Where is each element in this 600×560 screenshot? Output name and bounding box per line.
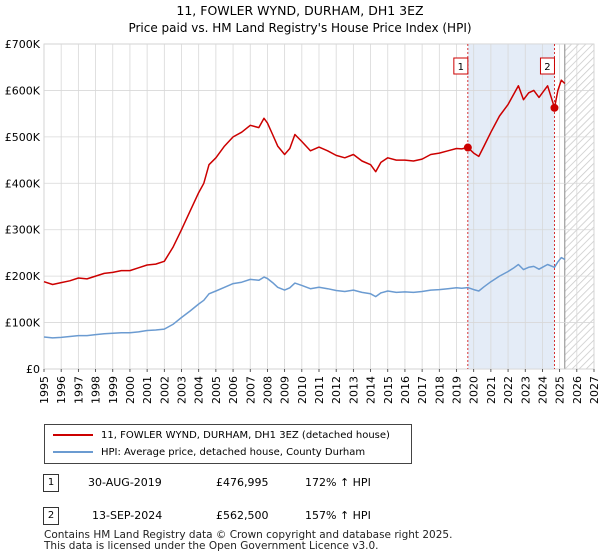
x-tick-label: 2018 — [433, 376, 446, 404]
sale-2-label: 2 — [544, 62, 550, 73]
transaction-2-number: 2 — [43, 507, 59, 525]
transaction-1-hpi: 172% ↑ HPI — [305, 476, 371, 489]
x-tick-label: 2011 — [313, 376, 326, 404]
legend-line-red — [53, 434, 93, 436]
x-tick-label: 2009 — [279, 376, 292, 404]
y-tick-label: £100K — [5, 317, 41, 330]
x-tick-label: 2020 — [468, 376, 481, 404]
footer-licence: This data is licensed under the Open Gov… — [44, 540, 379, 552]
y-tick-label: £600K — [5, 84, 41, 97]
y-tick-label: £200K — [5, 270, 41, 283]
legend-item-property: 11, FOWLER WYND, DURHAM, DH1 3EZ (detach… — [53, 428, 390, 444]
x-tick-label: 1998 — [90, 376, 103, 404]
legend-label-hpi: HPI: Average price, detached house, Coun… — [101, 447, 366, 458]
x-tick-label: 2014 — [365, 376, 378, 404]
x-tick-label: 2010 — [296, 376, 309, 404]
chart-title: 11, FOWLER WYND, DURHAM, DH1 3EZ — [176, 3, 423, 18]
x-tick-label: 2025 — [554, 376, 567, 404]
x-tick-label: 2016 — [399, 376, 412, 404]
footer-copyright: Contains HM Land Registry data © Crown c… — [44, 529, 453, 541]
x-tick-label: 2012 — [330, 376, 343, 404]
x-tick-label: 1996 — [55, 376, 68, 404]
sale-1-point — [463, 143, 472, 152]
y-tick-label: £500K — [5, 131, 41, 144]
transaction-2-date: 13-SEP-2024 — [92, 509, 163, 522]
x-tick-label: 2026 — [571, 376, 584, 404]
chart-subtitle: Price paid vs. HM Land Registry's House … — [128, 21, 471, 35]
x-tick-label: 2013 — [347, 376, 360, 404]
y-tick-label: £300K — [5, 224, 41, 237]
x-tick-label: 1999 — [107, 376, 120, 404]
x-tick-label: 2004 — [193, 376, 206, 404]
x-tick-label: 1995 — [38, 376, 51, 404]
price-chart: 11, FOWLER WYND, DURHAM, DH1 3EZ Price p… — [5, 3, 600, 404]
transaction-2-price: £562,500 — [216, 509, 269, 522]
y-tick-label: £700K — [5, 38, 41, 51]
x-tick-label: 2005 — [210, 376, 223, 404]
legend-label-property: 11, FOWLER WYND, DURHAM, DH1 3EZ (detach… — [101, 430, 390, 441]
chart-legend: 11, FOWLER WYND, DURHAM, DH1 3EZ (detach… — [44, 424, 412, 464]
x-tick-label: 2007 — [244, 376, 257, 404]
x-tick-label: 2015 — [382, 376, 395, 404]
x-tick-label: 2001 — [141, 376, 154, 404]
x-tick-label: 2000 — [124, 376, 137, 404]
x-tick-label: 1997 — [72, 376, 85, 404]
x-tick-label: 2022 — [502, 376, 515, 404]
y-tick-label: £0 — [26, 363, 40, 376]
sale-2-label-box — [539, 57, 555, 75]
forecast-hatch — [564, 44, 594, 369]
transaction-1-date: 30-AUG-2019 — [88, 476, 162, 489]
hpi-series-line — [43, 256, 566, 339]
x-tick-label: 2017 — [416, 376, 429, 404]
x-tick-label: 2024 — [536, 376, 549, 404]
sale-period-shade — [467, 44, 555, 369]
x-tick-label: 2008 — [261, 376, 274, 404]
y-tick-label: £400K — [5, 177, 41, 190]
property-price-line — [43, 79, 566, 286]
x-tick-label: 2021 — [485, 376, 498, 404]
transaction-2-hpi: 157% ↑ HPI — [305, 509, 371, 522]
transaction-1-price: £476,995 — [216, 476, 269, 489]
x-tick-label: 2003 — [176, 376, 189, 404]
x-tick-label: 2019 — [451, 376, 464, 404]
sale-1-label: 1 — [458, 62, 464, 73]
x-tick-label: 2027 — [588, 376, 600, 404]
legend-item-hpi: HPI: Average price, detached house, Coun… — [53, 445, 365, 461]
x-tick-label: 2006 — [227, 376, 240, 404]
x-tick-label: 2023 — [519, 376, 532, 404]
sale-2-point — [550, 103, 559, 112]
x-tick-label: 2002 — [158, 376, 171, 404]
footer: Contains HM Land Registry data © Crown c… — [44, 530, 452, 552]
legend-line-blue — [53, 451, 93, 453]
sale-1-label-box — [453, 57, 469, 75]
transaction-1-number: 1 — [43, 474, 59, 492]
